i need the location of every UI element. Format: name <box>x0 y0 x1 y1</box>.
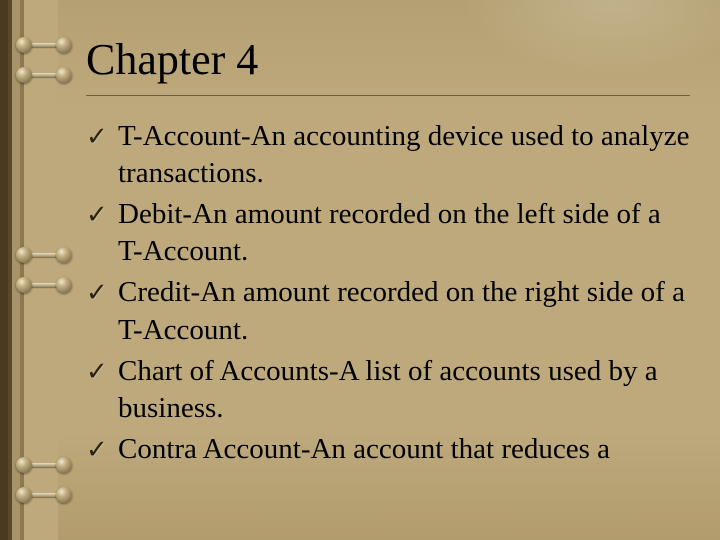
binder-ring <box>22 456 66 476</box>
checkmark-icon: ✓ <box>86 433 108 466</box>
checkmark-icon: ✓ <box>86 355 108 388</box>
slide-title: Chapter 4 <box>86 34 690 85</box>
list-item-text: Credit-An amount recorded on the right s… <box>118 276 685 345</box>
binder-ring <box>22 276 66 296</box>
slide: Chapter 4 ✓ T-Account-An accounting devic… <box>0 0 720 540</box>
list-item: ✓ Chart of Accounts-A list of accounts us… <box>86 353 690 427</box>
title-rule <box>86 95 690 96</box>
content-area: Chapter 4 ✓ T-Account-An accounting devic… <box>86 34 690 472</box>
binder-ring <box>22 66 66 86</box>
bullet-list: ✓ T-Account-An accounting device used to … <box>86 118 690 468</box>
list-item: ✓ Credit-An amount recorded on the right … <box>86 274 690 348</box>
binder-ring <box>22 36 66 56</box>
list-item-text: Debit-An amount recorded on the left sid… <box>118 198 661 267</box>
checkmark-icon: ✓ <box>86 276 108 309</box>
list-item-text: Chart of Accounts-A list of accounts use… <box>118 355 658 424</box>
checkmark-icon: ✓ <box>86 198 108 231</box>
list-item: ✓ T-Account-An accounting device used to … <box>86 118 690 192</box>
list-item-text: T-Account-An accounting device used to a… <box>118 120 689 189</box>
list-item: ✓ Contra Account-An account that reduces … <box>86 431 690 468</box>
binder-ring <box>22 246 66 266</box>
checkmark-icon: ✓ <box>86 120 108 153</box>
list-item-text: Contra Account-An account that reduces a <box>118 433 610 465</box>
list-item: ✓ Debit-An amount recorded on the left si… <box>86 196 690 270</box>
binder-ring <box>22 486 66 506</box>
